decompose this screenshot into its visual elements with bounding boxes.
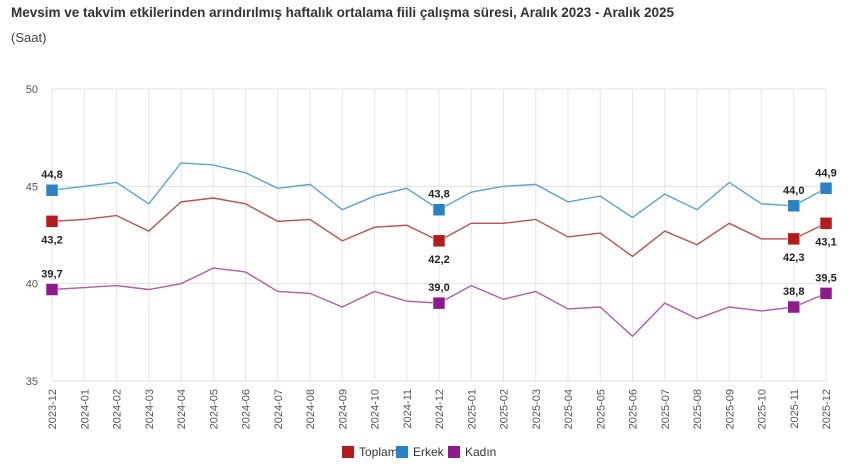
y-tick-label: 40 (26, 279, 38, 291)
x-tick-label: 2024-12 (434, 389, 446, 429)
data-label-toplam: 42,2 (428, 254, 449, 266)
legend-swatch-kadin (448, 446, 460, 458)
x-tick-label: 2025-10 (757, 389, 769, 429)
data-marker-toplam (432, 234, 446, 248)
data-marker-erkek (432, 203, 446, 216)
x-tick-label: 2024-10 (370, 389, 382, 429)
x-tick-label: 2025-12 (821, 389, 833, 429)
data-label-kadin: 39,0 (428, 282, 449, 294)
legend-label-kadin: Kadın (465, 445, 496, 459)
x-tick-label: 2024-03 (144, 389, 156, 429)
data-marker-erkek (819, 182, 833, 195)
data-marker-kadin (432, 296, 446, 310)
data-label-kadin: 38,8 (783, 286, 804, 298)
legend-swatch-toplam (342, 446, 354, 458)
chart-title: Mevsim ve takvim etkilerinden arındırılm… (11, 5, 675, 20)
data-marker-erkek (45, 183, 59, 197)
x-tick-label: 2024-08 (305, 389, 317, 429)
data-marker-toplam (819, 217, 833, 230)
data-marker-kadin (45, 283, 59, 296)
x-tick-label: 2025-01 (466, 389, 478, 429)
data-label-toplam: 43,2 (41, 234, 62, 246)
data-label-erkek: 44,9 (815, 167, 836, 179)
data-label-toplam: 43,1 (815, 236, 836, 248)
data-label-kadin: 39,7 (41, 269, 62, 281)
x-tick-label: 2024-11 (402, 389, 414, 429)
y-tick-label: 35 (26, 376, 38, 388)
x-tick-label: 2025-05 (595, 389, 607, 429)
x-tick-label: 2024-07 (273, 389, 285, 429)
x-tick-label: 2024-04 (176, 389, 188, 429)
data-label-toplam: 42,3 (783, 252, 804, 264)
data-label-erkek: 44,0 (783, 185, 804, 197)
x-tick-label: 2025-06 (628, 389, 640, 429)
legend-swatch-erkek (396, 446, 408, 458)
x-tick-label: 2024-09 (337, 389, 349, 429)
y-tick-label: 50 (26, 84, 38, 96)
chart-subtitle: (Saat) (11, 30, 47, 45)
legend-label-toplam: Toplam (359, 445, 398, 459)
y-tick-label: 45 (26, 181, 38, 193)
x-tick-label: 2024-02 (112, 389, 124, 429)
x-tick-label: 2025-11 (789, 389, 801, 429)
x-tick-label: 2024-06 (241, 389, 253, 429)
x-tick-label: 2025-02 (499, 389, 511, 429)
x-tick-label: 2023-12 (47, 389, 59, 429)
data-label-kadin: 39,5 (815, 272, 836, 284)
data-marker-kadin (819, 287, 833, 300)
x-tick-label: 2024-01 (79, 389, 91, 429)
data-marker-erkek (787, 199, 800, 213)
data-label-erkek: 44,8 (41, 169, 62, 181)
x-tick-label: 2025-07 (660, 389, 672, 429)
x-tick-label: 2025-03 (531, 389, 543, 429)
data-marker-toplam (787, 232, 800, 246)
x-tick-label: 2025-08 (692, 389, 704, 429)
data-marker-kadin (787, 300, 800, 314)
x-tick-label: 2025-09 (724, 389, 736, 429)
legend-label-erkek: Erkek (413, 445, 445, 459)
x-tick-label: 2025-04 (563, 389, 575, 429)
x-tick-label: 2024-05 (208, 389, 220, 429)
data-label-erkek: 43,8 (428, 189, 449, 201)
data-marker-toplam (45, 215, 59, 228)
